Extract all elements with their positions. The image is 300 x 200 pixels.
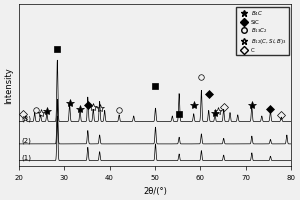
Text: (3): (3) bbox=[21, 115, 31, 122]
Text: (2): (2) bbox=[21, 138, 31, 144]
Text: (1): (1) bbox=[21, 155, 31, 161]
X-axis label: 2θ/(°): 2θ/(°) bbox=[143, 187, 167, 196]
Legend: $B_4C$, SiC, $B_{13}C_2$, $B_{12}(C,Si,B)_3$, C: $B_4C$, SiC, $B_{13}C_2$, $B_{12}(C,Si,B… bbox=[236, 7, 289, 55]
Y-axis label: Intensity: Intensity bbox=[4, 67, 13, 104]
